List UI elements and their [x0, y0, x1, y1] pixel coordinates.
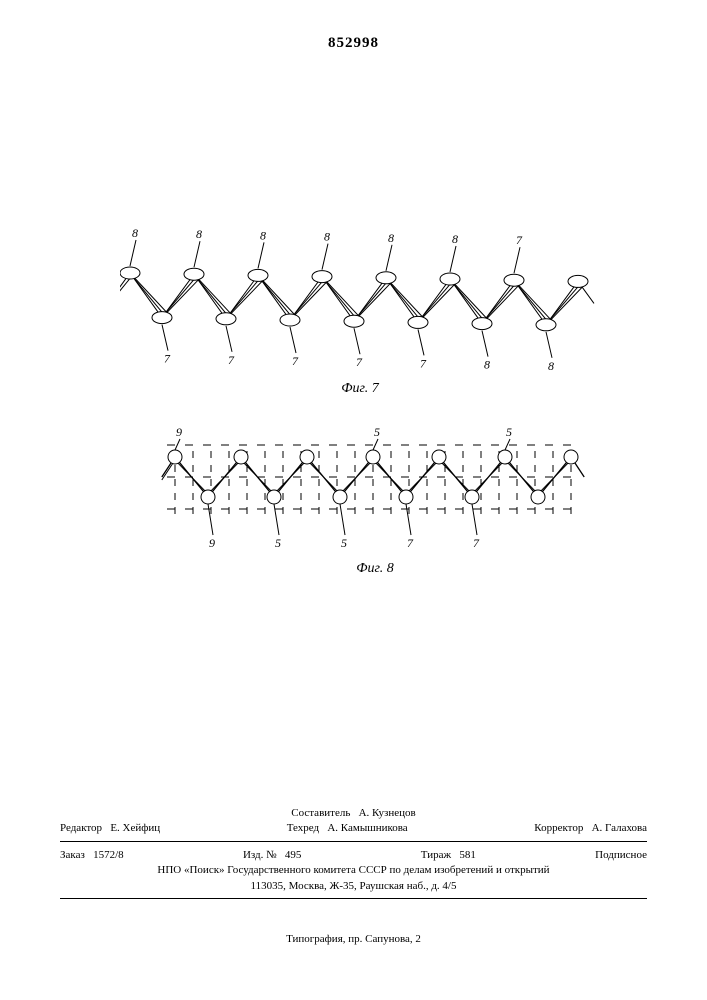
patent-page: 852998 8 8 8 8 8 8 7 7 7 7 7 7 8 8 Фиг. 7 9 5 5 9 5 5 7 7 Фи…	[0, 0, 707, 1000]
svg-text:7: 7	[164, 352, 171, 366]
svg-text:7: 7	[473, 536, 480, 550]
editor-label: Редактор	[60, 822, 102, 834]
subscription-cell: Подписное	[595, 848, 647, 863]
svg-text:7: 7	[420, 356, 427, 370]
svg-text:7: 7	[356, 355, 363, 369]
figure-7-svg: 8 8 8 8 8 8 7 7 7 7 7 7 8 8	[120, 225, 600, 395]
svg-text:8: 8	[484, 358, 490, 372]
svg-text:8: 8	[196, 227, 202, 241]
colophon-block: Составитель А. Кузнецов Редактор Е. Хейф…	[60, 806, 647, 905]
svg-text:5: 5	[341, 536, 347, 550]
svg-text:8: 8	[260, 228, 266, 242]
techred-name: А. Камышникова	[327, 822, 407, 834]
colophon-rule-1	[60, 841, 647, 842]
figure-7-caption: Фиг. 7	[341, 381, 379, 397]
order-value: 1572/8	[93, 849, 124, 861]
svg-text:9: 9	[176, 425, 182, 439]
compiler-line: Составитель А. Кузнецов	[60, 806, 647, 821]
colophon-rule-2	[60, 898, 647, 899]
print-info-row: Заказ 1572/8 Изд. № 495 Тираж 581 Подпис…	[60, 848, 647, 863]
svg-text:8: 8	[324, 230, 330, 244]
svg-text:7: 7	[292, 354, 299, 368]
svg-text:5: 5	[374, 425, 380, 439]
order-label: Заказ	[60, 849, 85, 861]
figure-8-caption: Фиг. 8	[356, 561, 394, 577]
corrector-cell: Корректор А. Галахова	[534, 821, 647, 836]
compiler-name: А. Кузнецов	[359, 807, 416, 819]
svg-text:7: 7	[516, 233, 523, 247]
techred-label: Техред	[287, 822, 319, 834]
staff-row: Редактор Е. Хейфиц Техред А. Камышникова…	[60, 821, 647, 836]
publisher-line-2: 113035, Москва, Ж-35, Раушская наб., д. …	[60, 879, 647, 894]
svg-text:8: 8	[548, 359, 554, 373]
figure-7: 8 8 8 8 8 8 7 7 7 7 7 7 8 8 Фиг. 7	[120, 225, 600, 395]
figure-8-svg: 9 5 5 9 5 5 7 7	[155, 405, 595, 575]
publisher-line-1: НПО «Поиск» Государственного комитета СС…	[60, 863, 647, 878]
circ-cell: Тираж 581	[421, 848, 476, 863]
circ-label: Тираж	[421, 849, 451, 861]
circ-value: 581	[459, 849, 476, 861]
svg-text:8: 8	[388, 231, 394, 245]
svg-text:7: 7	[407, 536, 414, 550]
compiler-label: Составитель	[291, 807, 350, 819]
svg-text:5: 5	[506, 425, 512, 439]
techred-cell: Техред А. Камышникова	[287, 821, 408, 836]
issue-cell: Изд. № 495	[243, 848, 301, 863]
figure-8: 9 5 5 9 5 5 7 7 Фиг. 8	[155, 405, 595, 575]
printer-line: Типография, пр. Сапунова, 2	[0, 933, 707, 945]
editor-name: Е. Хейфиц	[110, 822, 160, 834]
document-number: 852998	[0, 35, 707, 52]
corrector-name: А. Галахова	[592, 822, 647, 834]
editor-cell: Редактор Е. Хейфиц	[60, 821, 160, 836]
svg-text:9: 9	[209, 536, 215, 550]
issue-label: Изд. №	[243, 849, 277, 861]
svg-text:8: 8	[452, 232, 458, 246]
corrector-label: Корректор	[534, 822, 583, 834]
order-cell: Заказ 1572/8	[60, 848, 124, 863]
svg-text:8: 8	[132, 226, 138, 240]
issue-value: 495	[285, 849, 302, 861]
svg-text:5: 5	[275, 536, 281, 550]
svg-text:7: 7	[228, 353, 235, 367]
